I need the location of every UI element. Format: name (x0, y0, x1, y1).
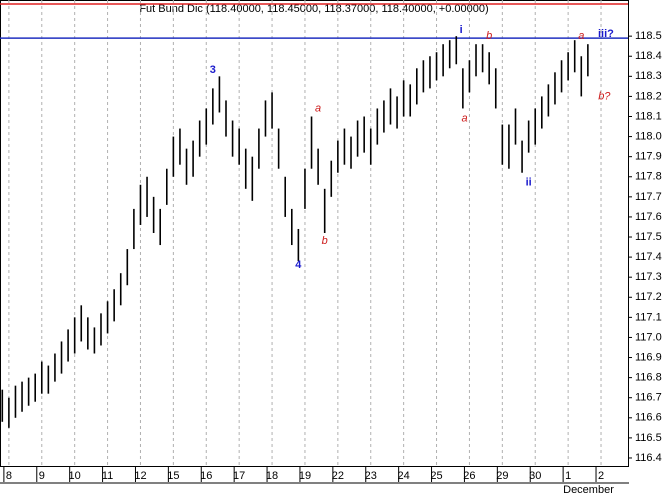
x-tick-label: 10 (69, 470, 81, 482)
y-tick-label: 117.0 (635, 331, 662, 343)
x-tick-label: 22 (332, 470, 344, 482)
wave-label: iii? (598, 28, 614, 40)
y-tick-label: 116.7 (635, 392, 662, 404)
x-tick-label: 25 (430, 470, 442, 482)
month-label: December (563, 484, 614, 496)
wave-label: b (486, 30, 492, 42)
y-tick-label: 116.9 (635, 351, 662, 363)
wave-label: ii (526, 177, 532, 189)
wave-label: 3 (210, 64, 216, 76)
x-tick-label: 8 (6, 470, 12, 482)
y-tick-label: 118.2 (635, 90, 662, 102)
y-tick-label: 117.8 (635, 171, 662, 183)
wave-label: a (578, 30, 584, 42)
y-tick-label: 117.3 (635, 271, 662, 283)
x-tick-label: 12 (134, 470, 146, 482)
y-tick-label: 118.3 (635, 70, 662, 82)
wave-label: 4 (295, 259, 302, 271)
y-tick-label: 118.5 (635, 30, 662, 42)
y-tick-label: 118.0 (635, 130, 662, 142)
x-tick-label: 23 (365, 470, 377, 482)
x-tick-label: 24 (398, 470, 410, 482)
x-tick-label: 15 (167, 470, 179, 482)
chart-title: Fut Bund Dic (118.40000, 118.45000, 118.… (139, 3, 488, 15)
y-tick-label: 118.4 (635, 50, 662, 62)
y-tick-label: 116.8 (635, 372, 662, 384)
wave-label: a (461, 112, 467, 124)
x-tick-label: 16 (200, 470, 212, 482)
x-tick-label: 30 (529, 470, 541, 482)
x-tick-label: 29 (496, 470, 508, 482)
y-tick-label: 117.4 (635, 251, 662, 263)
y-tick-label: 117.2 (635, 291, 662, 303)
y-tick-label: 116.5 (635, 432, 662, 444)
x-tick-label: 11 (102, 470, 113, 482)
y-tick-label: 117.6 (635, 211, 662, 223)
x-tick-label: 17 (233, 470, 245, 482)
y-tick-label: 117.5 (635, 231, 662, 243)
y-tick-label: 117.1 (635, 311, 662, 323)
wave-label: b? (598, 90, 611, 102)
y-tick-label: 116.4 (635, 452, 662, 464)
y-tick-label: 116.6 (635, 412, 662, 424)
x-tick-label: 2 (598, 470, 604, 482)
y-tick-label: 118.1 (635, 110, 662, 122)
x-tick-label: 19 (299, 470, 311, 482)
y-tick-label: 117.7 (635, 191, 662, 203)
y-tick-label: 117.9 (635, 151, 662, 163)
x-tick-label: 18 (266, 470, 278, 482)
wave-label: b (322, 235, 328, 247)
wave-label: a (315, 102, 321, 114)
x-tick-label: 26 (463, 470, 475, 482)
x-tick-label: 9 (39, 470, 45, 482)
plot-frame (0, 0, 629, 467)
wave-label: i (460, 24, 463, 36)
x-tick-label: 1 (565, 470, 571, 482)
